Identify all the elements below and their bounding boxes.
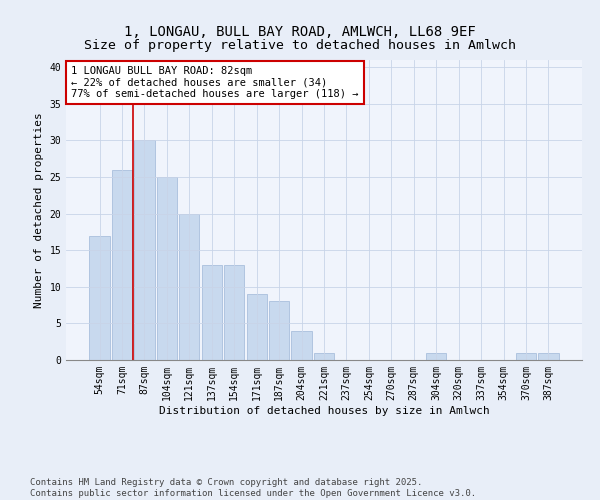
Bar [202,265,222,360]
X-axis label: Distribution of detached houses by size in Amlwch: Distribution of detached houses by size … [158,406,490,415]
Bar [134,140,155,360]
Bar [516,352,536,360]
Text: Contains HM Land Registry data © Crown copyright and database right 2025.
Contai: Contains HM Land Registry data © Crown c… [30,478,476,498]
Bar [224,265,244,360]
Bar [112,170,132,360]
Bar [292,330,311,360]
Bar [89,236,110,360]
Text: Size of property relative to detached houses in Amlwch: Size of property relative to detached ho… [84,40,516,52]
Bar [269,302,289,360]
Bar [426,352,446,360]
Bar [314,352,334,360]
Text: 1 LONGAU BULL BAY ROAD: 82sqm
← 22% of detached houses are smaller (34)
77% of s: 1 LONGAU BULL BAY ROAD: 82sqm ← 22% of d… [71,66,359,99]
Text: 1, LONGAU, BULL BAY ROAD, AMLWCH, LL68 9EF: 1, LONGAU, BULL BAY ROAD, AMLWCH, LL68 9… [124,26,476,40]
Bar [157,177,177,360]
Bar [247,294,267,360]
Bar [538,352,559,360]
Y-axis label: Number of detached properties: Number of detached properties [34,112,44,308]
Bar [179,214,199,360]
